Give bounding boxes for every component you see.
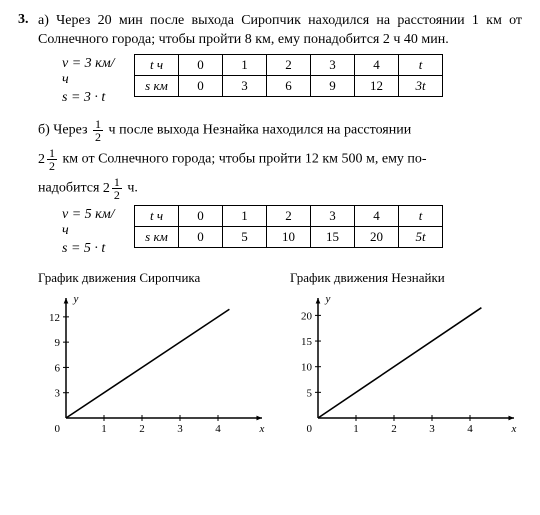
table-cell: 15 (311, 226, 355, 247)
part-a-formula: s = 3 · t (62, 90, 118, 106)
table-cell: 0 (179, 226, 223, 247)
part-a-text: а) Через 20 мин после выхода Сиропчик на… (38, 12, 522, 50)
table-cell: s км (135, 75, 179, 96)
chart-a-caption: График движения Сиропчика (38, 269, 270, 287)
part-b-label: б) (38, 123, 50, 138)
part-b-t3a: надобится (38, 181, 103, 196)
svg-text:3: 3 (429, 423, 435, 435)
svg-text:y: y (73, 293, 79, 305)
svg-text:0: 0 (55, 423, 61, 435)
table-cell: 12 (355, 75, 399, 96)
svg-text:3: 3 (177, 423, 183, 435)
part-b-t1b: ч после выхода Незнайка находился на рас… (109, 123, 412, 138)
table-cell: 0 (179, 75, 223, 96)
table-b: t ч 0 1 2 3 4 t s км 0 5 10 15 20 5t (134, 205, 443, 248)
table-cell: 3 (223, 75, 267, 96)
table-row: t ч 0 1 2 3 4 t (135, 54, 443, 75)
table-cell: t ч (135, 205, 179, 226)
part-b-t2b: км от Солнечного города; чтобы пройти 12… (63, 152, 427, 167)
table-cell: 1 (223, 205, 267, 226)
table-cell: t (399, 205, 443, 226)
table-row: t ч 0 1 2 3 4 t (135, 205, 443, 226)
svg-text:10: 10 (301, 362, 313, 374)
table-cell: 5t (399, 226, 443, 247)
table-cell: 10 (267, 226, 311, 247)
table-cell: 3 (311, 54, 355, 75)
table-cell: t (399, 54, 443, 75)
part-a-body: Через 20 мин после выхода Сиропчик наход… (38, 13, 522, 47)
fraction: 12 (93, 118, 103, 143)
svg-text:0: 0 (307, 423, 313, 435)
part-b-t3b: ч. (127, 181, 138, 196)
svg-text:2: 2 (391, 423, 397, 435)
part-b-line3: надобится 212 ч. (38, 176, 522, 201)
problem-number: 3. (18, 12, 38, 440)
part-b-t1a: Через (53, 123, 91, 138)
svg-text:x: x (511, 423, 517, 435)
table-cell: 2 (267, 54, 311, 75)
part-b-formula: s = 5 · t (62, 241, 118, 257)
chart-b-caption: График движения Незнайки (290, 269, 522, 287)
svg-text:20: 20 (301, 311, 313, 323)
table-cell: 4 (355, 54, 399, 75)
svg-text:5: 5 (307, 388, 313, 400)
svg-text:1: 1 (353, 423, 359, 435)
table-a: t ч 0 1 2 3 4 t s км 0 3 6 9 12 3t (134, 54, 443, 97)
table-cell: 20 (355, 226, 399, 247)
svg-text:1: 1 (101, 423, 107, 435)
svg-text:4: 4 (215, 423, 221, 435)
chart-a: 1234369120xy (38, 290, 270, 440)
svg-text:9: 9 (55, 337, 61, 349)
svg-text:4: 4 (467, 423, 473, 435)
part-a-speed: v = 3 км/ч (62, 56, 118, 88)
part-b-speed: v = 5 км/ч (62, 207, 118, 239)
svg-text:3: 3 (55, 388, 61, 400)
table-cell: 1 (223, 54, 267, 75)
table-cell: 3t (399, 75, 443, 96)
table-cell: 3 (311, 205, 355, 226)
table-cell: 0 (179, 54, 223, 75)
table-cell: 0 (179, 205, 223, 226)
part-b-line1: б) Через 12 ч после выхода Незнайка нахо… (38, 118, 522, 143)
table-cell: 2 (267, 205, 311, 226)
mixed-number: 212 (103, 181, 124, 196)
table-cell: s км (135, 226, 179, 247)
mixed-number: 212 (38, 152, 59, 167)
part-a-label: а) (38, 13, 49, 28)
svg-text:x: x (259, 423, 265, 435)
part-b-line2: 212 км от Солнечного города; чтобы пройт… (38, 147, 522, 172)
table-row: s км 0 5 10 15 20 5t (135, 226, 443, 247)
chart-b: 1 2 3 4 5 10 15 20 0 x y (290, 290, 522, 440)
table-cell: 9 (311, 75, 355, 96)
svg-text:12: 12 (49, 312, 60, 324)
svg-text:6: 6 (55, 363, 61, 375)
table-cell: 4 (355, 205, 399, 226)
table-row: s км 0 3 6 9 12 3t (135, 75, 443, 96)
table-cell: 5 (223, 226, 267, 247)
svg-text:y: y (325, 293, 331, 305)
table-cell: 6 (267, 75, 311, 96)
svg-text:2: 2 (139, 423, 145, 435)
svg-text:15: 15 (301, 336, 313, 348)
table-cell: t ч (135, 54, 179, 75)
